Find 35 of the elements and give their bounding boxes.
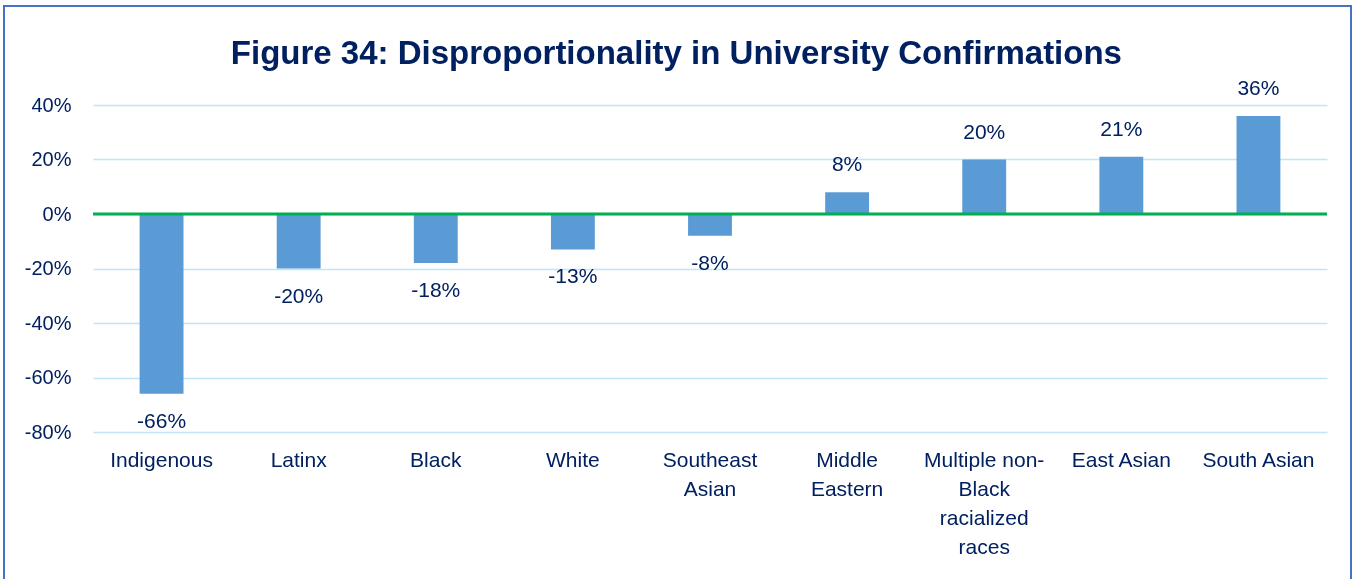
- x-tick-label: Southeast Asian: [662, 447, 758, 500]
- x-tick-label: White: [546, 447, 600, 471]
- data-label: -13%: [548, 264, 598, 288]
- x-tick-label: East Asian: [1071, 447, 1171, 471]
- bar: [1236, 115, 1281, 214]
- bar: [825, 192, 870, 214]
- y-tick-label: 20%: [31, 148, 72, 170]
- data-label: 20%: [963, 119, 1006, 143]
- bar: [1099, 156, 1144, 214]
- data-label: -18%: [411, 278, 461, 302]
- bar: [413, 214, 458, 264]
- bar: [962, 159, 1007, 214]
- bar: [550, 214, 595, 250]
- x-tick-label: Black: [410, 447, 462, 471]
- x-tick-label: Latinx: [270, 447, 328, 471]
- y-tick-label: 0%: [42, 202, 72, 225]
- data-label: 8%: [831, 152, 863, 176]
- data-label: 21%: [1100, 116, 1143, 140]
- y-tick-label: -60%: [24, 366, 72, 388]
- chart-title: Figure 34: Disproportionality in University Confirmations: [230, 33, 1122, 71]
- x-tick-label: Indigenous: [110, 447, 213, 471]
- y-tick-label: -20%: [24, 257, 72, 279]
- bar: [276, 214, 321, 269]
- x-tick-label: South Asian: [1202, 447, 1315, 471]
- bar: [139, 214, 184, 394]
- data-label: -66%: [137, 408, 187, 432]
- x-tick-label: Multiple non-Black racialized races: [924, 447, 1045, 558]
- data-label: 36%: [1237, 75, 1280, 99]
- x-tick-label: Middle Eastern: [810, 447, 884, 500]
- y-tick-label: -80%: [24, 420, 72, 443]
- bar: [688, 214, 732, 236]
- data-label: -20%: [274, 283, 324, 307]
- y-tick-label: -40%: [24, 311, 72, 334]
- y-tick-label: 40%: [31, 93, 72, 116]
- data-label: -8%: [691, 250, 729, 274]
